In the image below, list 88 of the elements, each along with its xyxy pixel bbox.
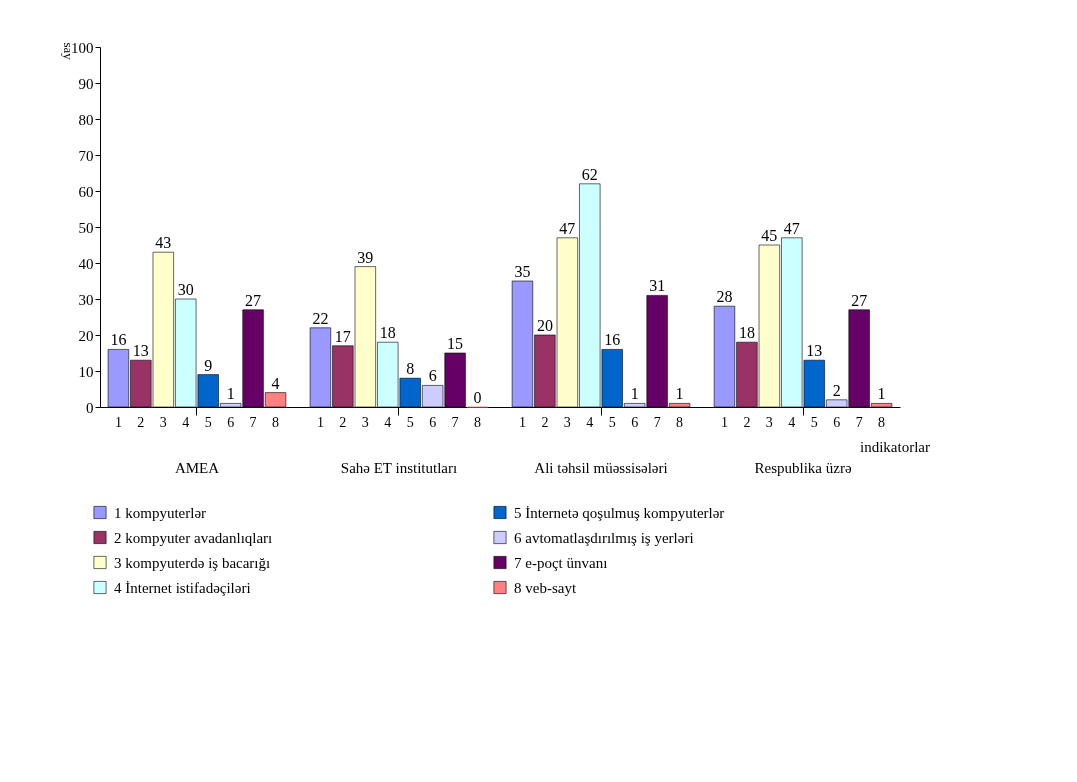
data-label: 8	[406, 360, 415, 378]
text: 1	[720, 415, 728, 430]
text: 1	[630, 385, 639, 403]
text: 8	[878, 415, 886, 430]
data-label: 35	[514, 263, 531, 280]
x-axis-title: indikatorlar	[860, 439, 930, 455]
legend-label: 5 İnternetə qoşulmuş kompyuterlər	[514, 504, 725, 521]
y-tick-label: 100	[71, 39, 94, 56]
data-label: 17	[334, 327, 351, 345]
text: 3	[563, 415, 571, 430]
text: 4	[586, 415, 594, 430]
data-label: 2	[743, 415, 751, 430]
data-label: 13	[132, 342, 149, 360]
data-label: 27	[851, 291, 868, 309]
text: 4	[788, 415, 796, 430]
y-tick-label: 60	[78, 183, 94, 200]
data-label: 1	[675, 385, 684, 403]
data-label: 16	[604, 331, 621, 349]
annotation: 2	[832, 381, 841, 399]
data-label: 27	[245, 291, 262, 309]
data-label: 20	[536, 317, 553, 334]
data-label: 47	[783, 219, 800, 237]
data-label: 47	[559, 219, 576, 237]
legend-label: 2 kompyuter avadanlıqları	[114, 529, 273, 546]
data-label: 4	[271, 374, 280, 392]
legend-label: 7 e-poçt ünvanı	[514, 554, 608, 571]
data-label: 1	[877, 385, 886, 403]
y-tick-label: 0	[86, 399, 94, 416]
text: 8	[676, 415, 684, 430]
y-tick-label: 40	[78, 255, 94, 272]
data-label: 16	[110, 331, 127, 349]
data-label: 30	[177, 281, 194, 298]
text: 4	[182, 415, 190, 430]
legend-label: 6 avtomatlaşdırılmış iş yerləri	[514, 529, 694, 546]
data-label: 18	[738, 324, 755, 342]
y-tick-label: 20	[78, 327, 94, 344]
data-label: 22	[312, 309, 329, 327]
data-label: 1	[518, 415, 526, 430]
data-label: 13	[806, 342, 823, 360]
data-label: 9	[204, 356, 213, 374]
annotation: 1	[226, 385, 235, 403]
legend-label: 1 kompyuterlər	[114, 504, 207, 521]
text: 1	[316, 415, 324, 430]
text: 5	[204, 415, 212, 430]
text: 5	[406, 415, 414, 430]
data-label: 6	[429, 415, 437, 430]
text: 2	[541, 415, 549, 430]
text: 6	[631, 415, 639, 430]
text: 3	[159, 415, 167, 430]
data-label: 18	[379, 324, 396, 342]
text: 3	[361, 415, 369, 430]
x-tick-label: AMEA	[174, 459, 220, 476]
x-tick-label: Sahə ET institutları	[340, 459, 458, 476]
text: 7	[249, 415, 257, 430]
text: 7	[653, 415, 661, 430]
legend-label: 3 kompyuterdə iş bacarığı	[114, 554, 271, 571]
text: 6	[833, 415, 841, 430]
y-tick-label: 70	[78, 147, 94, 164]
text: 3	[765, 415, 773, 430]
legend-label: 4 İnternet istifadəçiləri	[114, 579, 251, 596]
data-label: 31	[649, 277, 666, 295]
text: 2	[137, 415, 145, 430]
text: 4	[384, 415, 392, 430]
data-label: 1	[114, 415, 122, 430]
y-tick-label: 30	[78, 291, 94, 308]
data-label: 62	[581, 165, 598, 183]
y-tick-label: 80	[78, 111, 94, 128]
data-label: 45	[761, 227, 778, 244]
annotation: 6	[428, 367, 437, 385]
legend-label: 8 veb-sayt	[514, 579, 577, 596]
data-label: 43	[155, 234, 172, 252]
data-label: 28	[716, 288, 733, 306]
text: 5	[810, 415, 818, 430]
text: 7	[855, 415, 863, 430]
x-tick-label: Ali təhsil müəssisələri	[534, 459, 668, 476]
text: 6	[227, 415, 235, 430]
data-label: 39	[357, 248, 374, 266]
text: 2	[339, 415, 347, 430]
text: 8	[474, 415, 482, 430]
text: 5	[608, 415, 616, 430]
text: 8	[272, 415, 280, 430]
x-tick-label: Respublika üzrə	[754, 459, 852, 476]
text: 7	[451, 415, 459, 430]
data-label: 15	[447, 335, 464, 352]
y-tick-label: 50	[78, 219, 94, 236]
y-tick-label: 10	[78, 363, 94, 380]
y-tick-label: 90	[78, 75, 94, 92]
data-label: 0	[473, 389, 482, 406]
